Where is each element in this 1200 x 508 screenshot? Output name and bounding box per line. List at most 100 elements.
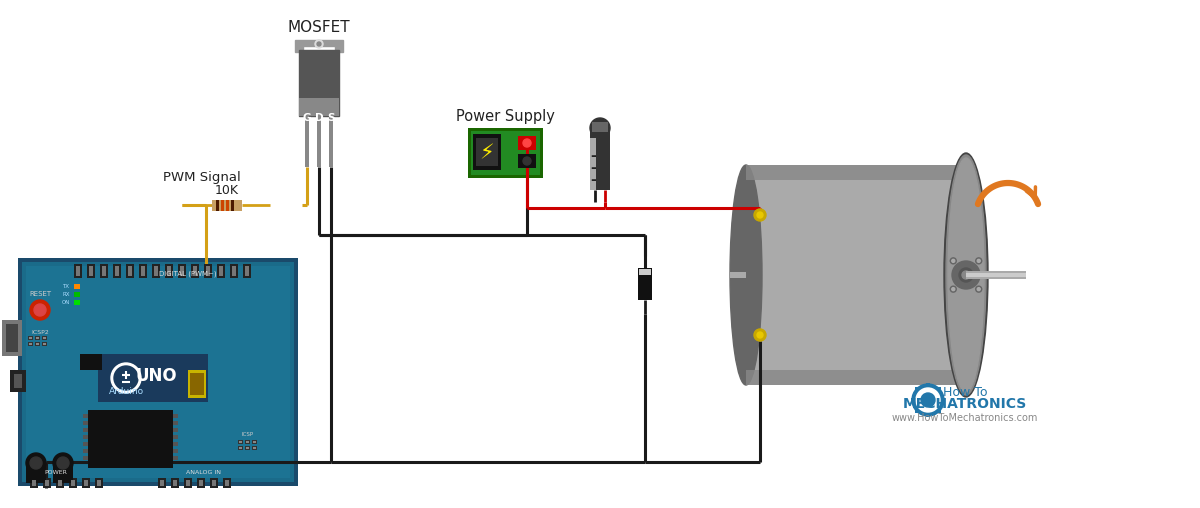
Polygon shape	[299, 50, 340, 116]
Text: S: S	[328, 113, 335, 123]
Bar	[473, 134, 502, 170]
Bar	[142, 266, 145, 276]
Circle shape	[590, 118, 610, 138]
Bar	[26, 266, 290, 478]
Circle shape	[912, 384, 944, 416]
Circle shape	[523, 157, 530, 165]
Bar	[58, 480, 62, 486]
Bar	[88, 410, 173, 468]
Bar	[476, 138, 498, 166]
Bar	[518, 136, 536, 150]
Bar	[128, 266, 132, 276]
Bar	[43, 337, 46, 339]
Circle shape	[30, 300, 50, 320]
Bar	[36, 337, 38, 339]
Bar	[154, 266, 158, 276]
Bar	[80, 354, 102, 370]
Bar	[746, 370, 966, 385]
Bar	[29, 337, 32, 339]
Text: ANALOG IN: ANALOG IN	[186, 469, 221, 474]
Circle shape	[754, 329, 766, 341]
Bar	[253, 447, 256, 449]
Bar	[937, 408, 941, 412]
Bar	[10, 370, 26, 392]
Bar	[42, 342, 47, 346]
Bar	[173, 456, 178, 460]
Bar	[139, 264, 148, 278]
Bar	[468, 128, 542, 178]
Bar	[173, 442, 178, 446]
Circle shape	[976, 258, 982, 264]
Text: RX: RX	[62, 292, 70, 297]
Bar	[746, 165, 966, 385]
Bar	[245, 446, 250, 450]
Bar	[220, 266, 223, 276]
Bar	[152, 264, 160, 278]
Bar	[100, 264, 108, 278]
Text: D: D	[314, 113, 323, 123]
Bar	[916, 388, 919, 391]
Bar	[22, 262, 294, 482]
Ellipse shape	[959, 268, 973, 282]
Bar	[590, 138, 596, 190]
Bar	[221, 200, 224, 211]
Bar	[43, 478, 50, 488]
Bar	[28, 336, 34, 340]
Bar	[14, 374, 22, 388]
Ellipse shape	[948, 158, 984, 392]
Bar	[212, 200, 242, 211]
Bar	[76, 266, 80, 276]
Circle shape	[757, 332, 763, 338]
Bar	[83, 435, 88, 439]
Text: UNO: UNO	[136, 367, 176, 385]
Ellipse shape	[946, 155, 986, 395]
Bar	[941, 398, 946, 402]
Bar	[184, 478, 192, 488]
Bar	[173, 428, 178, 432]
Bar	[242, 264, 251, 278]
Bar	[166, 264, 173, 278]
Bar	[216, 200, 220, 211]
Circle shape	[317, 42, 322, 46]
Text: MOSFET: MOSFET	[288, 20, 350, 36]
Bar	[238, 440, 242, 444]
Circle shape	[26, 453, 46, 473]
Bar	[186, 480, 190, 486]
Text: ICSP2: ICSP2	[31, 330, 49, 334]
Bar	[518, 154, 536, 168]
Circle shape	[976, 286, 982, 292]
Bar	[252, 440, 257, 444]
Bar	[167, 266, 172, 276]
Circle shape	[950, 286, 956, 292]
Text: -: -	[590, 149, 596, 163]
Bar	[334, 50, 340, 55]
Text: ON: ON	[62, 300, 70, 304]
Bar	[98, 354, 208, 402]
Bar	[730, 272, 746, 278]
Bar	[74, 284, 80, 289]
Bar	[53, 463, 73, 483]
Bar	[212, 480, 216, 486]
Bar	[28, 342, 34, 346]
Bar	[83, 442, 88, 446]
Circle shape	[922, 393, 935, 407]
Circle shape	[754, 209, 766, 221]
Bar	[178, 264, 186, 278]
Bar	[113, 264, 121, 278]
Bar	[83, 421, 88, 425]
Bar	[82, 478, 90, 488]
Bar	[246, 441, 250, 443]
Bar	[180, 266, 184, 276]
Bar	[911, 398, 916, 402]
Bar	[317, 112, 322, 167]
Bar	[640, 269, 650, 275]
Bar	[56, 478, 64, 488]
Bar	[74, 300, 80, 305]
Bar	[916, 408, 919, 412]
Bar	[246, 447, 250, 449]
Circle shape	[757, 212, 763, 218]
Bar	[329, 112, 334, 167]
Bar	[173, 480, 178, 486]
Text: www.HowToMechatronics.com: www.HowToMechatronics.com	[892, 413, 1038, 423]
Bar	[217, 264, 226, 278]
